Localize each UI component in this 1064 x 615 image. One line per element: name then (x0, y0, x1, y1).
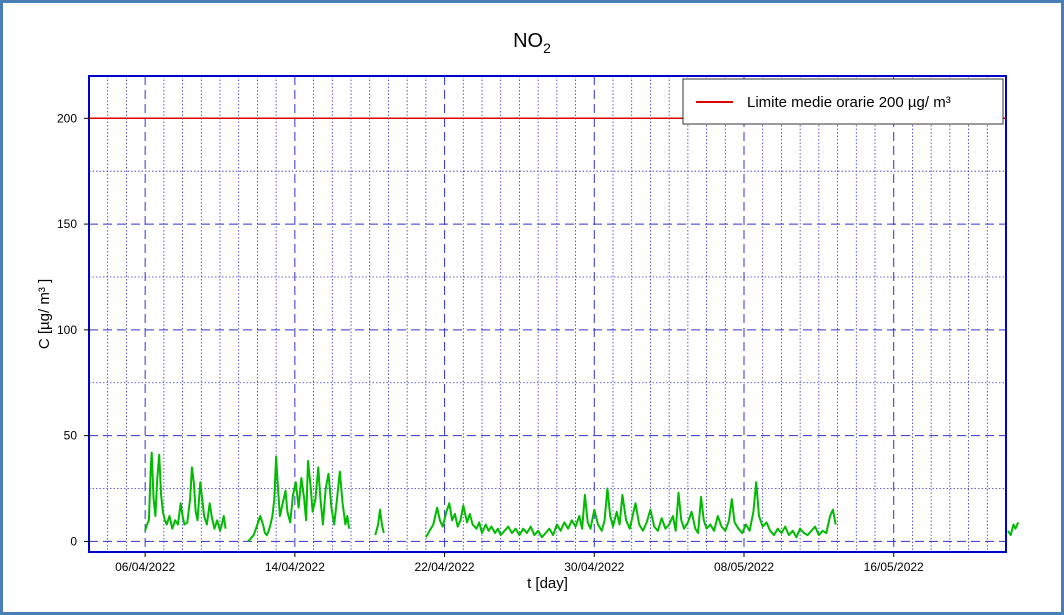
x-tick-label: 06/04/2022 (115, 560, 175, 574)
plot-area-border (88, 75, 1007, 553)
x-axis-ticks: 06/04/2022 14/04/2022 22/04/2022 30/04/2022… (115, 552, 924, 574)
x-tick-label: 16/05/2022 (864, 560, 924, 574)
y-axis-label: C [µg/ m³ ] (36, 279, 53, 349)
series-line-segment (1007, 521, 1020, 537)
legend: Limite medie orarie 200 µg/ m³ (682, 78, 1004, 125)
x-axis-label: t [day] (527, 575, 568, 592)
y-tick-label: 150 (57, 217, 77, 231)
legend-box (682, 78, 1004, 125)
grid-layer (89, 76, 1006, 552)
series-line-segment (144, 451, 227, 532)
x-tick-label: 22/04/2022 (415, 560, 475, 574)
chart-title: NO2 (513, 30, 551, 56)
series-layer (144, 451, 1020, 543)
series-line-segment (374, 508, 385, 536)
y-tick-label: 200 (57, 111, 77, 125)
x-tick-label: 14/04/2022 (265, 560, 325, 574)
series-line-segment (247, 455, 351, 543)
y-tick-label: 100 (57, 323, 77, 337)
y-tick-label: 50 (64, 429, 78, 443)
title-main: NO (513, 30, 543, 52)
series-line-segment (425, 481, 837, 539)
x-tick-label: 08/05/2022 (714, 560, 774, 574)
chart-svg: NO2 0 50 100 150 200 06/04/2022 14/04/2022 22/… (36, 30, 1020, 592)
y-axis-ticks: 0 50 100 150 200 (57, 111, 89, 548)
legend-label-limit: Limite medie orarie 200 µg/ m³ (747, 94, 951, 111)
title-subscript: 2 (543, 40, 551, 56)
x-tick-label: 30/04/2022 (564, 560, 624, 574)
y-tick-label: 0 (70, 534, 77, 548)
